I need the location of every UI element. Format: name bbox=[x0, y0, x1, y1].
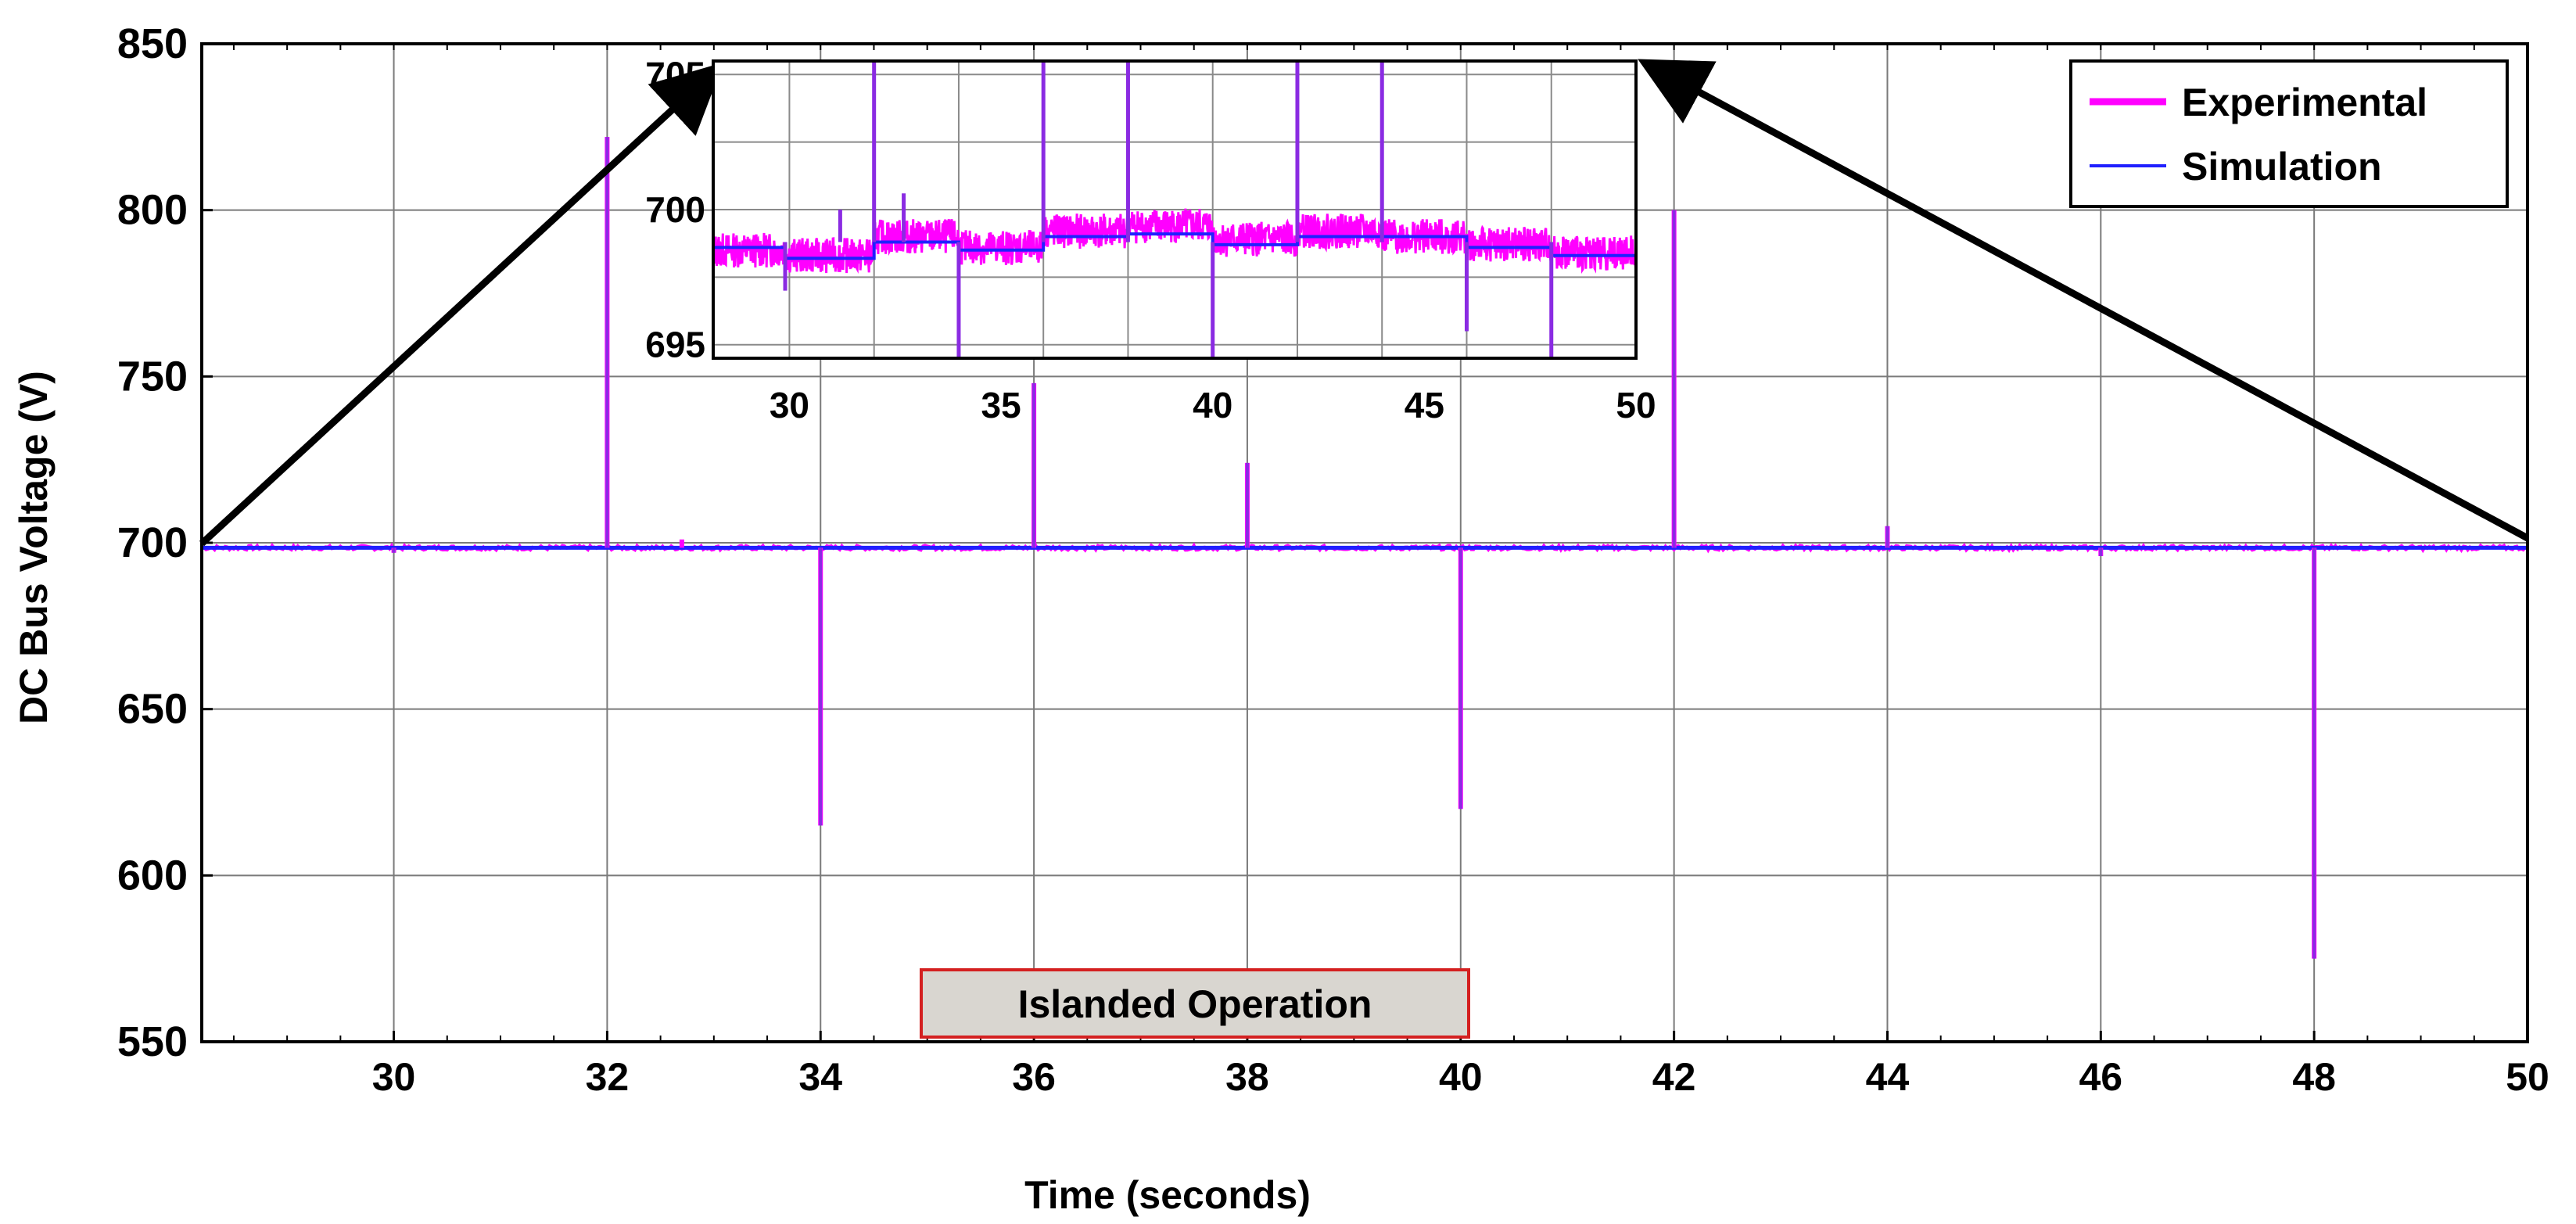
zoom-arrow-left bbox=[199, 62, 724, 547]
main-series bbox=[201, 137, 2528, 959]
x-tick-label: 40 bbox=[1439, 1055, 1483, 1099]
inset-x-tick-label: 35 bbox=[981, 385, 1021, 425]
inset-y-tick-label: 700 bbox=[645, 189, 705, 230]
y-tick-label: 600 bbox=[117, 852, 188, 899]
y-axis-label: DC Bus Voltage (V) bbox=[12, 371, 56, 724]
y-tick-label: 700 bbox=[117, 519, 188, 566]
legend-label-simulation: Simulation bbox=[2182, 145, 2382, 188]
zoom-arrow-right bbox=[1638, 59, 2530, 541]
x-tick-label: 50 bbox=[2506, 1055, 2549, 1099]
x-tick-label: 36 bbox=[1012, 1055, 1056, 1099]
x-tick-label: 48 bbox=[2292, 1055, 2336, 1099]
inset-experimental-segment bbox=[1380, 219, 1468, 256]
inset-experimental-segment bbox=[957, 230, 1045, 265]
inset-experimental-segment bbox=[784, 237, 875, 274]
x-tick-label: 32 bbox=[586, 1055, 630, 1099]
inset-experimental-segment bbox=[1042, 214, 1129, 249]
inset-series bbox=[712, 61, 1638, 358]
inset-experimental-segment bbox=[712, 232, 787, 268]
y-tick-label: 650 bbox=[117, 686, 188, 733]
inset-y-tick-label: 705 bbox=[645, 54, 705, 95]
x-tick-label: 30 bbox=[372, 1055, 416, 1099]
y-tick-label: 750 bbox=[117, 353, 188, 400]
inset-experimental-segment bbox=[1211, 218, 1298, 257]
inset-experimental-segment bbox=[873, 218, 960, 257]
inset-x-tick-label: 50 bbox=[1616, 385, 1656, 425]
main-tick-labels: 30 32 34 36 38 40 42 44 46 48 50 550 600 650 700 750 800… bbox=[117, 20, 2549, 1099]
islanded-operation-annotation: Islanded Operation bbox=[920, 968, 1470, 1039]
annotation-box bbox=[920, 968, 1470, 1039]
inset-x-tick-label: 40 bbox=[1193, 385, 1232, 425]
inset-tick-labels: 30 35 40 45 50 695 700 705 bbox=[645, 54, 1656, 425]
x-tick-label: 34 bbox=[798, 1055, 842, 1099]
x-tick-label: 42 bbox=[1652, 1055, 1696, 1099]
y-tick-label: 800 bbox=[117, 187, 188, 234]
x-tick-label: 44 bbox=[1866, 1055, 1910, 1099]
y-tick-label: 550 bbox=[117, 1018, 188, 1065]
inset-experimental-segment bbox=[1550, 235, 1638, 275]
inset-plot-frame bbox=[712, 59, 1638, 360]
inset-experimental-segment bbox=[1127, 208, 1214, 244]
annotation-label: Islanded Operation bbox=[1018, 982, 1372, 1026]
inset-x-tick-label: 45 bbox=[1405, 385, 1444, 425]
y-tick-label: 850 bbox=[117, 20, 188, 67]
legend: Experimental Simulation bbox=[2069, 59, 2509, 208]
legend-label-experimental: Experimental bbox=[2182, 81, 2427, 124]
x-axis-label: Time (seconds) bbox=[1024, 1173, 1311, 1217]
inset-y-tick-label: 695 bbox=[645, 325, 705, 365]
x-tick-label: 38 bbox=[1225, 1055, 1269, 1099]
legend-box bbox=[2069, 59, 2509, 208]
inset-x-tick-label: 30 bbox=[770, 385, 809, 425]
x-tick-label: 46 bbox=[2079, 1055, 2122, 1099]
